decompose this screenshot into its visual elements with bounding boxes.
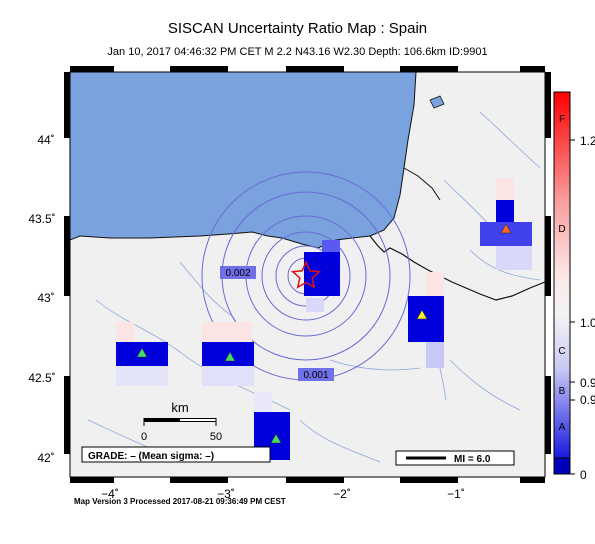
footer-processed: Map Version 3 Processed 2017-08-21 09:36… (74, 497, 286, 506)
colorbar-tick: 0.9 (580, 393, 595, 407)
coastline-east (403, 167, 441, 201)
station-triangle (224, 351, 236, 362)
event-subtitle: Jan 10, 2017 04:46:32 PM CET M 2.2 N43.1… (107, 46, 488, 58)
contour-label-box-1 (220, 266, 256, 279)
station-triangle (500, 223, 512, 234)
station-triangle (416, 309, 428, 320)
lon-label: −3˚ (217, 487, 235, 501)
contour-label-2: 0.001 (303, 370, 328, 381)
lat-label: 42.5˚ (28, 371, 55, 385)
colorbar: 1.2 1.0 0.9 0.9 0 F D C B A (553, 91, 595, 482)
lat-label: 43˚ (37, 291, 54, 305)
station-triangle (136, 347, 148, 358)
contour-label-1: 0.002 (225, 268, 250, 279)
mi-box (395, 450, 515, 466)
map-area: 0.002 0.001 (70, 72, 545, 477)
frame-ticks (64, 66, 551, 483)
lat-label: 43.5˚ (28, 212, 55, 226)
scale-start: 0 (141, 431, 147, 443)
mi-text: MI = 6.0 (454, 454, 491, 465)
station-triangle (270, 433, 282, 444)
contour-label-box-2 (298, 368, 334, 381)
grade-letter: D (558, 224, 565, 235)
grade-letter: B (559, 386, 566, 397)
scale-end: 50 (210, 431, 222, 443)
sea-area (70, 72, 417, 249)
uncertainty-cells (116, 178, 532, 460)
map-title: SISCAN Uncertainty Ratio Map : Spain (167, 20, 428, 37)
colorbar-tick: 1.0 (580, 316, 595, 330)
lat-label: 44˚ (37, 133, 54, 147)
grade-letter: A (559, 422, 566, 433)
scale-unit: km (171, 400, 188, 415)
colorbar-tick: 1.2 (580, 134, 595, 148)
lon-label: −1˚ (447, 487, 465, 501)
colorbar-tick: 0.9 (580, 376, 595, 390)
french-coast-islet (429, 95, 445, 109)
grade-letter: C (558, 346, 565, 357)
grade-text: GRADE: – (Mean sigma: –) (88, 451, 214, 462)
lon-label: −2˚ (333, 487, 351, 501)
colorbar-tick: 0 (580, 468, 587, 482)
lon-label: −4˚ (101, 487, 119, 501)
grade-box (81, 446, 271, 463)
grade-letter: F (559, 114, 565, 125)
epicenter-star-icon (290, 260, 322, 289)
lat-label: 42˚ (37, 451, 54, 465)
